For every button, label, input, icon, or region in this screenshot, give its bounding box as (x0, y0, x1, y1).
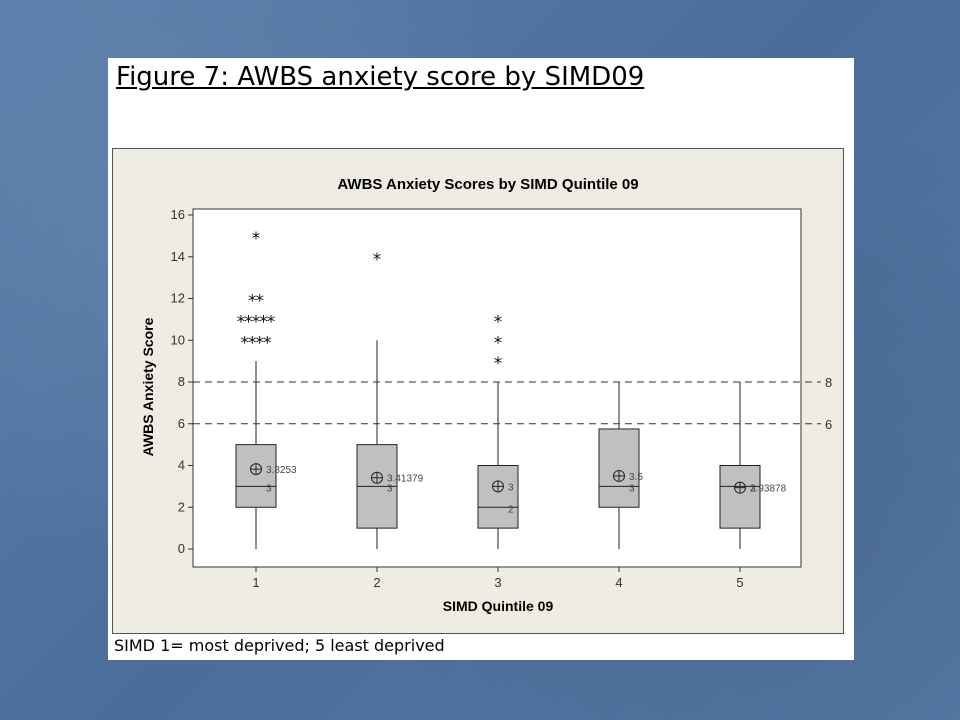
slide-panel: Figure 7: AWBS anxiety score by SIMD09 A… (108, 58, 854, 660)
median-label: 3 (266, 483, 272, 494)
outlier-point: * (255, 292, 265, 312)
median-label: 3 (629, 483, 635, 494)
mean-label: 3.8253 (266, 465, 297, 476)
y-tick-label: 4 (178, 458, 185, 473)
chart-title: AWBS Anxiety Scores by SIMD Quintile 09 (337, 176, 638, 193)
median-label: 3 (750, 483, 756, 494)
outlier-point: * (372, 250, 382, 270)
x-axis: 1 2 3 4 5 (252, 567, 744, 590)
x-tick-label: 4 (615, 575, 622, 590)
outlier-point: * (493, 333, 503, 353)
reference-line-label: 6 (825, 417, 832, 432)
reference-line-label: 8 (825, 375, 832, 390)
outlier-point: * (258, 312, 268, 332)
outlier-point: * (493, 312, 503, 332)
reference-lines: 86 (193, 375, 832, 432)
y-axis-label: AWBS Anxiety Score (140, 317, 156, 456)
box-body (477, 465, 519, 529)
boxplot-chart: AWBS Anxiety Scores by SIMD Quintile 09 … (140, 176, 832, 614)
y-tick-label: 0 (178, 541, 185, 556)
outlier-point: * (262, 333, 272, 353)
figure-caption: SIMD 1= most deprived; 5 least deprived (114, 636, 445, 655)
outlier-point: * (247, 292, 257, 312)
median-label: 2 (508, 504, 514, 515)
box-body (719, 465, 761, 529)
y-tick-label: 2 (178, 499, 185, 514)
x-tick-label: 2 (373, 575, 380, 590)
y-tick-label: 14 (171, 249, 185, 264)
x-tick-label: 1 (252, 575, 259, 590)
mean-label: 3.41379 (387, 474, 424, 485)
box-body (598, 428, 640, 508)
x-tick-label: 5 (736, 575, 743, 590)
median-label: 3 (387, 483, 393, 494)
x-tick-label: 3 (494, 575, 501, 590)
x-axis-label: SIMD Quintile 09 (443, 598, 554, 614)
mean-label: 3 (508, 482, 514, 493)
outlier-point: * (236, 312, 246, 332)
outlier-point: * (251, 229, 261, 249)
y-axis: 0 2 4 6 8 10 12 14 16 (171, 207, 193, 556)
figure-title: Figure 7: AWBS anxiety score by SIMD09 (116, 62, 645, 92)
chart-frame: AWBS Anxiety Scores by SIMD Quintile 09 … (112, 148, 844, 634)
outlier-point: * (493, 354, 503, 374)
mean-label: 2.93878 (750, 484, 787, 495)
y-tick-label: 16 (171, 207, 185, 222)
outlier-point: * (240, 333, 250, 353)
outlier-point: * (255, 333, 265, 353)
y-tick-label: 12 (171, 291, 185, 306)
box-body (235, 444, 277, 508)
outlier-point: * (243, 312, 253, 332)
y-tick-label: 8 (178, 374, 185, 389)
box-3: 32*** (477, 312, 519, 549)
box-4: 3.53 (598, 382, 643, 549)
mean-label: 3.5 (629, 472, 643, 483)
y-tick-label: 10 (171, 332, 185, 347)
outlier-point: * (266, 312, 276, 332)
outlier-point: * (247, 333, 257, 353)
y-tick-label: 6 (178, 416, 185, 431)
outlier-point: * (251, 312, 261, 332)
